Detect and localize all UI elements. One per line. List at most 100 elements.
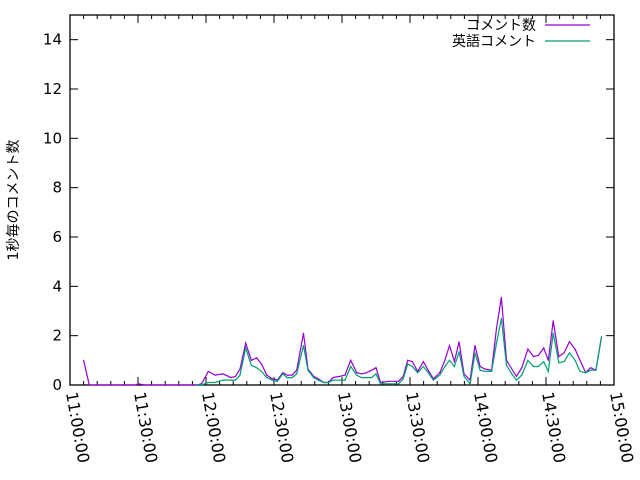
data-point-1 xyxy=(276,380,278,382)
data-point-1 xyxy=(339,379,341,381)
data-point-0 xyxy=(230,377,232,379)
data-point-1 xyxy=(230,379,232,381)
data-point-0 xyxy=(245,342,247,344)
data-point-0 xyxy=(260,363,263,365)
data-point-1 xyxy=(282,373,284,375)
y-tick-label: 6 xyxy=(52,228,62,246)
x-tick-label: 15:00:00 xyxy=(606,390,637,464)
data-point-1 xyxy=(568,352,571,354)
data-point-0 xyxy=(135,384,137,386)
data-point-1 xyxy=(356,374,358,376)
data-point-0 xyxy=(144,384,146,386)
data-point-1 xyxy=(558,362,560,364)
data-point-1 xyxy=(245,347,247,349)
legend: コメント数 英語コメント xyxy=(452,18,590,50)
data-point-1 xyxy=(286,377,288,379)
series-line-0 xyxy=(83,297,603,386)
data-point-1 xyxy=(448,359,451,361)
data-point-1 xyxy=(543,360,545,363)
data-point-0 xyxy=(411,360,413,363)
data-point-1 xyxy=(500,317,503,319)
data-point-0 xyxy=(448,344,451,347)
y-tick-label: 2 xyxy=(52,327,62,345)
x-tick-label: 11:00:00 xyxy=(62,390,93,464)
data-point-0 xyxy=(527,348,529,350)
data-point-1 xyxy=(239,374,241,376)
data-point-0 xyxy=(271,378,273,380)
data-point-0 xyxy=(574,348,576,350)
data-point-1 xyxy=(313,377,315,379)
data-point-0 xyxy=(568,341,571,343)
y-axis-label: 1秒毎のコメント数 xyxy=(6,140,22,261)
data-point-0 xyxy=(547,359,549,361)
data-point-1 xyxy=(271,379,273,381)
data-point-0 xyxy=(521,367,523,369)
data-point-1 xyxy=(200,384,203,386)
y-tick-label: 4 xyxy=(52,277,62,295)
data-point-0 xyxy=(214,374,216,376)
data-point-1 xyxy=(474,352,476,354)
data-point-0 xyxy=(286,374,288,376)
data-point-0 xyxy=(256,357,258,359)
data-point-0 xyxy=(558,356,560,358)
x-tick-label: 13:00:00 xyxy=(334,390,365,464)
data-point-1 xyxy=(350,365,352,368)
data-point-1 xyxy=(547,370,549,373)
data-point-0 xyxy=(458,341,460,343)
data-point-1 xyxy=(527,359,529,361)
data-point-0 xyxy=(250,359,252,361)
data-point-0 xyxy=(543,347,545,349)
data-point-1 xyxy=(291,377,293,379)
data-point-1 xyxy=(574,359,576,361)
data-point-1 xyxy=(296,373,298,375)
data-point-0 xyxy=(302,332,305,334)
x-tick-label: 11:30:00 xyxy=(130,390,161,464)
data-point-1 xyxy=(422,365,425,368)
data-point-1 xyxy=(214,381,216,384)
data-point-0 xyxy=(444,359,446,361)
data-point-1 xyxy=(595,369,597,371)
series-line-1 xyxy=(196,318,603,386)
data-point-1 xyxy=(484,370,486,373)
y-tick-label: 8 xyxy=(52,179,62,197)
data-point-1 xyxy=(463,375,465,377)
data-point-0 xyxy=(407,359,409,361)
data-point-0 xyxy=(344,374,346,376)
data-point-1 xyxy=(600,336,603,338)
axes xyxy=(69,14,615,386)
data-point-0 xyxy=(589,367,592,369)
data-point-1 xyxy=(411,365,413,368)
data-point-1 xyxy=(196,384,198,386)
data-point-1 xyxy=(222,379,224,381)
data-point-1 xyxy=(585,372,587,374)
data-point-1 xyxy=(379,383,382,385)
data-point-0 xyxy=(207,370,209,373)
data-point-1 xyxy=(469,383,471,385)
data-point-0 xyxy=(500,296,503,299)
data-point-0 xyxy=(239,368,241,370)
data-point-1 xyxy=(427,372,429,374)
data-point-0 xyxy=(222,373,224,375)
data-point-1 xyxy=(365,377,368,379)
data-point-1 xyxy=(515,379,518,381)
data-point-1 xyxy=(389,383,391,385)
data-point-1 xyxy=(371,377,373,379)
data-point-1 xyxy=(327,381,329,384)
data-point-1 xyxy=(521,374,523,376)
data-point-1 xyxy=(375,373,377,375)
data-point-0 xyxy=(137,383,139,385)
data-point-0 xyxy=(515,375,518,377)
data-point-1 xyxy=(407,363,409,365)
data-point-1 xyxy=(234,379,237,381)
data-point-1 xyxy=(491,370,493,373)
data-point-1 xyxy=(417,372,419,374)
data-point-0 xyxy=(422,360,425,363)
data-point-1 xyxy=(444,365,446,368)
data-point-0 xyxy=(563,352,565,354)
data-point-0 xyxy=(365,372,368,374)
y-tick-label: 14 xyxy=(43,31,62,49)
tick-labels: 0 2 4 6 8 10 12 14 11:00:00 11:30:00 12:00:00 12:30… xyxy=(43,31,637,465)
x-tick-label: 14:00:00 xyxy=(470,390,501,464)
data-point-1 xyxy=(552,332,554,334)
